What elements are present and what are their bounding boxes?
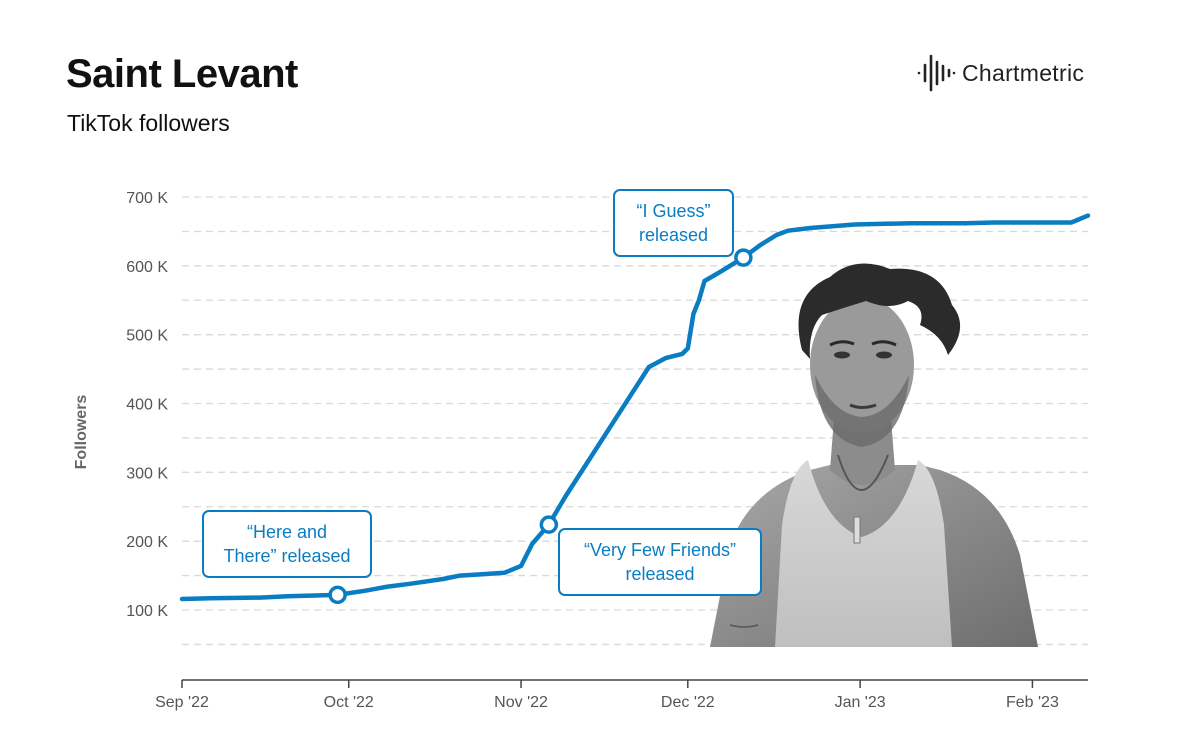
annotation-line: “Very Few Friends” [583, 540, 737, 560]
annotation-here-and-there: “Here and There” released [202, 510, 372, 578]
y-axis-title: Followers [73, 395, 90, 470]
annotation-marker [734, 248, 753, 267]
annotation-very-few-friends: “Very Few Friends” released [558, 528, 762, 596]
x-tick-label: Oct '22 [324, 694, 374, 711]
x-tick-label: Sep '22 [155, 694, 209, 711]
annotation-line: “Here and [246, 522, 328, 542]
annotation-marker [539, 515, 559, 534]
x-tick-label: Dec '22 [661, 694, 715, 711]
annotation-i-guess: “I Guess” released [613, 189, 734, 257]
brand-name: Chartmetric [962, 59, 1085, 86]
y-tick-label: 600 K [126, 259, 168, 276]
series-line [179, 213, 1091, 602]
y-tick-label: 300 K [126, 465, 168, 482]
artist-photo [710, 263, 1038, 647]
y-tick-label: 200 K [126, 534, 168, 551]
y-tick-label: 700 K [126, 190, 168, 207]
axes: 100 K 200 K 300 K 400 K 500 K 600 K 700 K Sep '… [126, 190, 1088, 711]
x-tick-label: Jan '23 [835, 694, 886, 711]
series-layer [179, 213, 1091, 605]
x-tick-label: Feb '23 [1006, 694, 1059, 711]
annotation-line: There” released [223, 546, 351, 566]
page-title: Saint Levant [66, 52, 298, 96]
annotation-line: released [638, 225, 709, 245]
x-tick-label: Nov '22 [494, 694, 548, 711]
y-tick-label: 400 K [126, 397, 168, 414]
annotation-line: released [625, 564, 695, 584]
brand-logo[interactable]: Chartmetric [916, 52, 1084, 94]
annotation-line: “I Guess” [636, 201, 711, 221]
annotation-marker [328, 585, 347, 605]
chart-subtitle: TikTok followers [67, 110, 230, 136]
chartmetric-logo-icon [917, 54, 956, 92]
y-tick-label: 100 K [126, 603, 168, 620]
y-tick-label: 500 K [126, 328, 168, 345]
